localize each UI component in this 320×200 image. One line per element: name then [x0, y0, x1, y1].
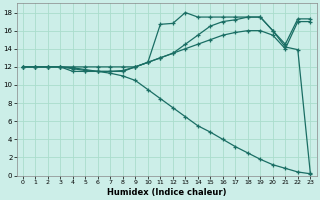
X-axis label: Humidex (Indice chaleur): Humidex (Indice chaleur) [107, 188, 226, 197]
